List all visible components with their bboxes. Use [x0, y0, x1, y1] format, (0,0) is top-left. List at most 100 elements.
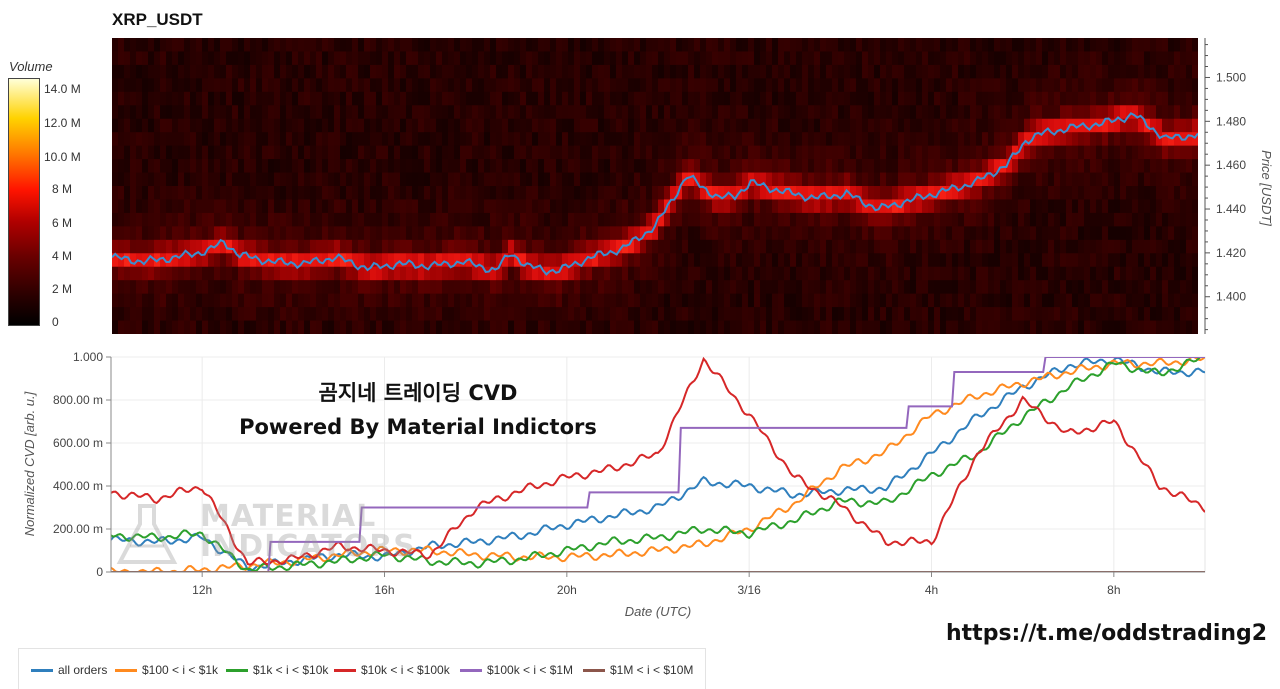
legend-item[interactable]: $1M < i < $10M: [583, 663, 693, 677]
heatmap-cell: [1150, 159, 1157, 174]
heatmap-cell: [418, 199, 425, 214]
heatmap-cell: [904, 78, 911, 93]
heatmap-cell: [1066, 186, 1073, 201]
heatmap-cell: [532, 159, 539, 174]
heatmap-cell: [268, 159, 275, 174]
heatmap-cell: [1006, 132, 1013, 147]
heatmap-cell: [970, 226, 977, 241]
heatmap-cell: [1108, 280, 1115, 295]
heatmap-cell: [502, 307, 509, 322]
heatmap-cell: [616, 64, 623, 79]
heatmap-cell: [256, 132, 263, 147]
heatmap-cell: [1162, 172, 1169, 187]
legend-item[interactable]: all orders: [31, 663, 107, 677]
heatmap-cell: [406, 320, 413, 334]
heatmap-cell: [148, 199, 155, 214]
telegram-link[interactable]: https://t.me/oddstrading2: [946, 621, 1268, 646]
heatmap-cell: [706, 320, 713, 334]
heatmap-cell: [922, 253, 929, 268]
heatmap-cell: [298, 132, 305, 147]
heatmap-cell: [550, 64, 557, 79]
heatmap-cell: [136, 239, 143, 254]
heatmap-cell: [526, 64, 533, 79]
heatmap-cell: [292, 293, 299, 308]
heatmap-cell: [118, 266, 125, 281]
heatmap-cell: [172, 293, 179, 308]
heatmap-cell: [226, 51, 233, 66]
heatmap-cell: [286, 212, 293, 227]
heatmap-cell: [514, 78, 521, 93]
heatmap-cell: [472, 51, 479, 66]
heatmap-cell: [220, 38, 227, 53]
legend-item[interactable]: $100k < i < $1M: [460, 663, 573, 677]
heatmap-cell: [676, 307, 683, 322]
heatmap-cell: [1114, 172, 1121, 187]
heatmap-cell: [262, 38, 269, 53]
heatmap-cell: [508, 226, 515, 241]
heatmap-cell: [226, 307, 233, 322]
heatmap-cell: [970, 145, 977, 160]
heatmap-cell: [400, 132, 407, 147]
heatmap-cell: [1012, 186, 1019, 201]
heatmap-cell: [862, 105, 869, 120]
heatmap-cell: [694, 132, 701, 147]
heatmap-cell: [1060, 293, 1067, 308]
heatmap-cell: [574, 293, 581, 308]
heatmap-cell: [178, 159, 185, 174]
heatmap-cell: [592, 280, 599, 295]
heatmap-cell: [1066, 159, 1073, 174]
heatmap-cell: [340, 186, 347, 201]
heatmap-cell: [160, 280, 167, 295]
heatmap-cell: [1096, 307, 1103, 322]
legend-item[interactable]: $1k < i < $10k: [226, 663, 328, 677]
heatmap-cell: [982, 239, 989, 254]
heatmap-cell: [790, 239, 797, 254]
heatmap-cell: [1072, 78, 1079, 93]
heatmap-cell: [934, 199, 941, 214]
heatmap-cell: [508, 118, 515, 133]
heatmap-cell: [214, 132, 221, 147]
heatmap-cell: [226, 239, 233, 254]
heatmap-cell: [730, 293, 737, 308]
heatmap-cell: [994, 226, 1001, 241]
heatmap-cell: [952, 64, 959, 79]
heatmap-cell: [568, 320, 575, 334]
legend-item[interactable]: $100 < i < $1k: [115, 663, 218, 677]
heatmap-cell: [658, 145, 665, 160]
heatmap-cell: [850, 78, 857, 93]
heatmap-cell: [676, 293, 683, 308]
heatmap-cell: [814, 118, 821, 133]
heatmap-cell: [1012, 132, 1019, 147]
heatmap-cell: [754, 159, 761, 174]
heatmap-cell: [700, 91, 707, 106]
legend-item[interactable]: $10k < i < $100k: [334, 663, 450, 677]
heatmap-cell: [118, 307, 125, 322]
heatmap-cell: [298, 307, 305, 322]
heatmap-cell: [940, 253, 947, 268]
heatmap-cell: [124, 186, 131, 201]
heatmap-cell: [184, 226, 191, 241]
heatmap-cell: [598, 266, 605, 281]
heatmap-cell: [148, 51, 155, 66]
heatmap-cell: [892, 320, 899, 334]
heatmap-cell: [1054, 91, 1061, 106]
heatmap-cell: [772, 212, 779, 227]
heatmap-cell: [1126, 105, 1133, 120]
heatmap-cell: [442, 91, 449, 106]
heatmap-cell: [694, 280, 701, 295]
heatmap-cell: [1132, 78, 1139, 93]
heatmap-cell: [826, 280, 833, 295]
heatmap-cell: [184, 172, 191, 187]
heatmap-cell: [670, 132, 677, 147]
heatmap-cell: [706, 293, 713, 308]
heatmap-cell: [910, 38, 917, 53]
heatmap-cell: [244, 199, 251, 214]
heatmap-cell: [142, 91, 149, 106]
heatmap-cell: [358, 132, 365, 147]
heatmap-cell: [232, 38, 239, 53]
heatmap-cell: [652, 186, 659, 201]
heatmap-cell: [460, 172, 467, 187]
heatmap-cell: [634, 132, 641, 147]
heatmap-cell: [418, 320, 425, 334]
heatmap-cell: [616, 212, 623, 227]
